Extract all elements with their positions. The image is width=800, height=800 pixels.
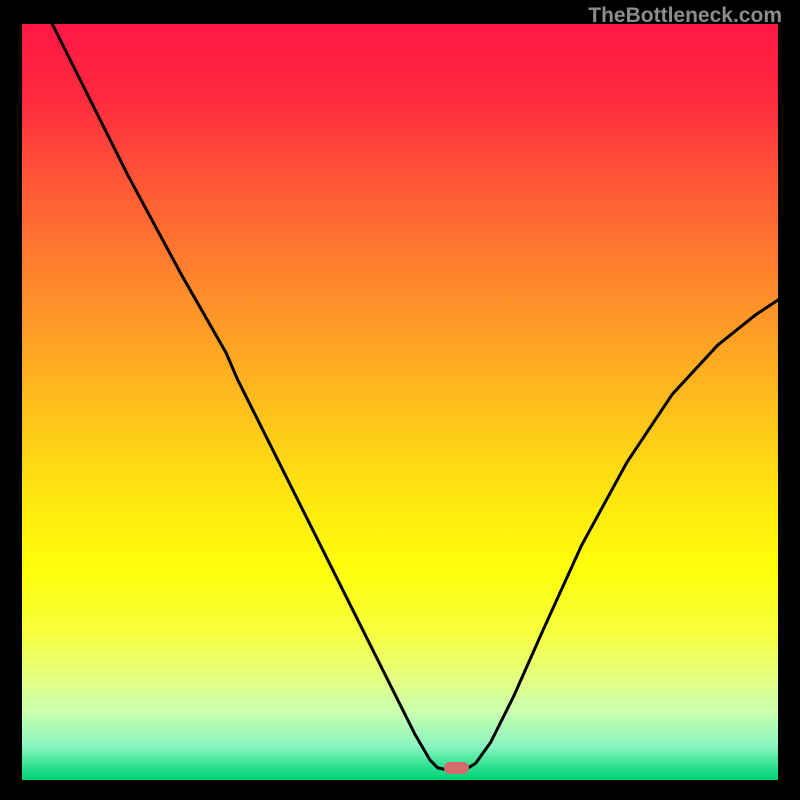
plot-area	[22, 24, 778, 780]
curve-path	[52, 24, 778, 770]
figure-container: { "watermark": { "text": "TheBottleneck.…	[0, 0, 800, 800]
bottleneck-curve	[22, 24, 778, 780]
optimum-marker	[444, 762, 469, 773]
watermark-text: TheBottleneck.com	[588, 4, 782, 28]
